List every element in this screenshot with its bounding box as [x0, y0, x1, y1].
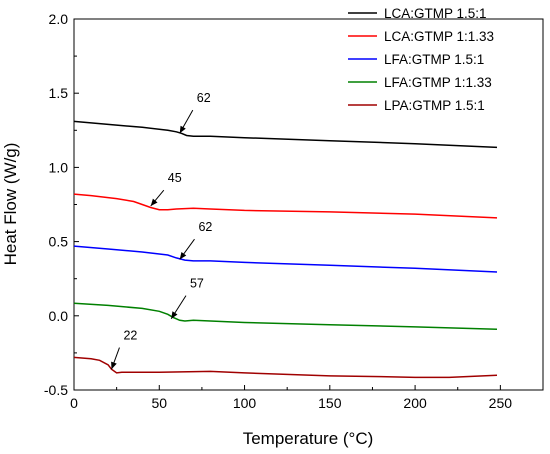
series-line-4: [73, 302, 498, 330]
annotations-group: 62 45 62 57 22: [111, 91, 212, 370]
annotation-label-3: 62: [198, 220, 212, 234]
annotation-arrowhead: [179, 251, 187, 260]
annotation-arrowhead: [171, 311, 178, 319]
annotation-arrowhead: [111, 361, 117, 370]
series-line-5: [73, 356, 498, 379]
series-line-3: [73, 245, 498, 273]
y-tick-label: 1.5: [49, 85, 69, 101]
legend: LCA:GTMP 1.5:1 LCA:GTMP 1:1.33 LFA:GTMP 1.…: [348, 6, 494, 113]
axis-ticks: 0 50 100 150 200 250 -0.5 0.0 0.5 1.0 1.5 2.0: [44, 11, 512, 411]
legend-label-2: LCA:GTMP 1:1.33: [384, 29, 494, 44]
legend-label-3: LFA:GTMP 1.5:1: [384, 52, 484, 67]
x-tick-label: 150: [318, 395, 342, 411]
legend-label-1: LCA:GTMP 1.5:1: [384, 6, 487, 21]
series-line-2: [73, 193, 498, 219]
x-tick-label: 50: [151, 395, 167, 411]
x-tick-label: 100: [233, 395, 257, 411]
legend-label-5: LPA:GTMP 1.5:1: [384, 98, 485, 113]
y-tick-label: 0.0: [49, 308, 69, 324]
y-tick-label: -0.5: [44, 382, 68, 398]
y-tick-label: 2.0: [49, 11, 69, 27]
annotation-label-1: 62: [197, 91, 211, 105]
annotation-arrowhead: [179, 125, 186, 134]
annotation-label-2: 45: [168, 171, 182, 185]
y-tick-label: 0.5: [49, 234, 69, 250]
series-line-1: [73, 120, 498, 149]
legend-label-4: LFA:GTMP 1:1.33: [384, 75, 492, 90]
annotation-label-5: 22: [123, 329, 137, 343]
x-tick-label: 0: [70, 395, 78, 411]
annotation-label-4: 57: [190, 277, 204, 291]
x-axis-title: Temperature (°C): [243, 429, 374, 448]
x-tick-label: 200: [403, 395, 427, 411]
annotation-arrowhead: [150, 198, 158, 206]
series-group: [73, 120, 498, 379]
y-axis-title: Heat Flow (W/g): [1, 143, 20, 266]
x-tick-label: 250: [489, 395, 513, 411]
y-tick-label: 1.0: [49, 159, 69, 175]
